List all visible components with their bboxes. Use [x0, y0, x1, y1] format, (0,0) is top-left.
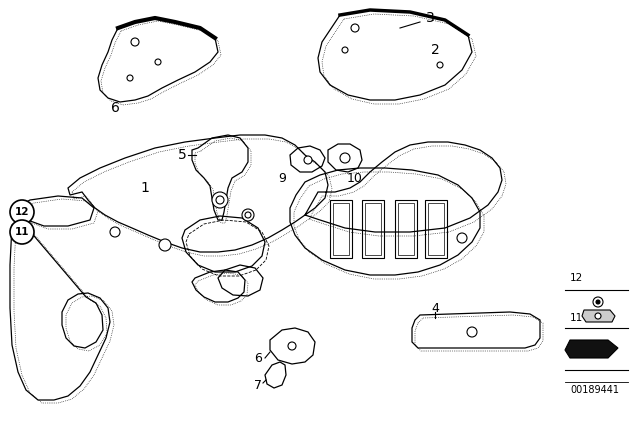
- Circle shape: [131, 38, 139, 46]
- Circle shape: [127, 75, 133, 81]
- Circle shape: [10, 220, 34, 244]
- Circle shape: [159, 239, 171, 251]
- Text: 1: 1: [141, 181, 149, 195]
- Circle shape: [245, 212, 251, 218]
- Text: 6: 6: [111, 101, 120, 115]
- Text: 9: 9: [278, 172, 286, 185]
- Text: 3: 3: [426, 11, 435, 25]
- Circle shape: [155, 59, 161, 65]
- Circle shape: [110, 227, 120, 237]
- Circle shape: [342, 47, 348, 53]
- Circle shape: [593, 297, 603, 307]
- Circle shape: [457, 233, 467, 243]
- Circle shape: [340, 153, 350, 163]
- Circle shape: [596, 300, 600, 304]
- Circle shape: [212, 192, 228, 208]
- Text: 5: 5: [178, 148, 186, 162]
- Text: 00189441: 00189441: [570, 385, 620, 395]
- Text: 6: 6: [254, 352, 262, 365]
- Text: 11: 11: [570, 313, 583, 323]
- Circle shape: [351, 24, 359, 32]
- Circle shape: [304, 156, 312, 164]
- Text: 2: 2: [431, 43, 440, 57]
- Text: 11: 11: [15, 227, 29, 237]
- Circle shape: [216, 196, 224, 204]
- Circle shape: [595, 313, 601, 319]
- Polygon shape: [582, 310, 615, 322]
- Circle shape: [10, 200, 34, 224]
- Text: 12: 12: [570, 273, 583, 283]
- Circle shape: [467, 327, 477, 337]
- Text: 10: 10: [347, 172, 363, 185]
- Circle shape: [288, 342, 296, 350]
- Text: 4: 4: [431, 302, 439, 314]
- Text: 12: 12: [15, 207, 29, 217]
- Circle shape: [242, 209, 254, 221]
- Circle shape: [437, 62, 443, 68]
- Text: 7: 7: [254, 379, 262, 392]
- Polygon shape: [565, 340, 618, 358]
